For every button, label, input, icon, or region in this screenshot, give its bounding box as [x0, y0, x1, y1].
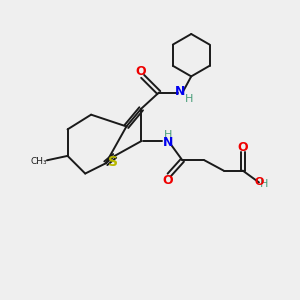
- Text: O: O: [162, 174, 173, 188]
- Text: S: S: [108, 155, 118, 170]
- Text: N: N: [175, 85, 185, 98]
- Text: O: O: [254, 177, 264, 188]
- Text: O: O: [237, 141, 248, 154]
- Text: H: H: [164, 130, 172, 140]
- Text: O: O: [136, 65, 146, 78]
- Text: H: H: [185, 94, 193, 104]
- Text: H: H: [260, 179, 269, 189]
- Text: N: N: [164, 136, 174, 149]
- Text: CH₃: CH₃: [30, 157, 47, 166]
